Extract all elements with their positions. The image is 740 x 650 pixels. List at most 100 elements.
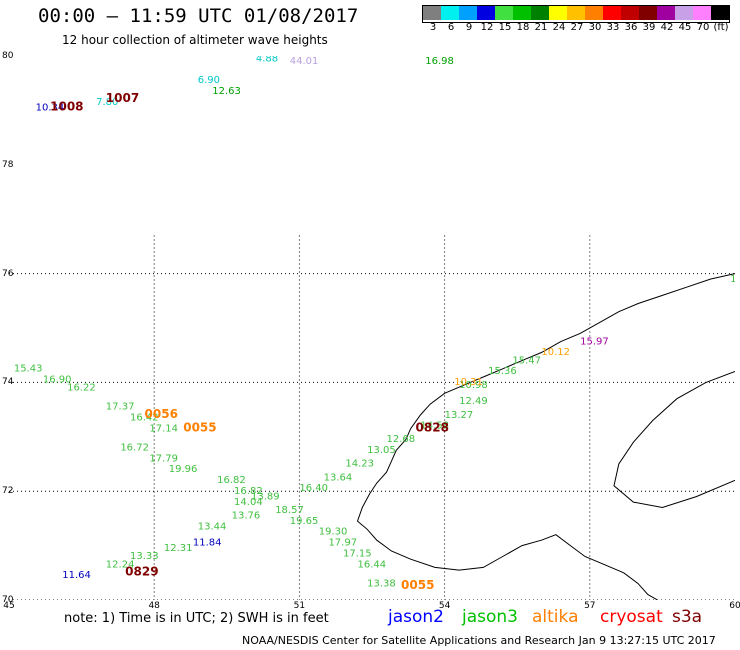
wave-height-label: 19.30 [319,527,348,538]
coastline [356,273,735,600]
pass-time-label: 0055 [183,420,216,434]
wave-height-label: 4.88 [256,56,278,64]
wave-height-label: 16.40 [299,483,328,494]
longitude-label: 51 [293,601,306,611]
latitude-label: 72 [2,486,14,497]
wave-height-labels: 10.34 11.64 11.84 12.63 16.98 17.79 7.80 6.90 4.… [14,56,735,592]
pass-time-label: 0829 [125,565,158,579]
wave-height-label: 16.98 [425,56,454,67]
wave-height-label: 16.90 [43,374,72,385]
legend-swatch [549,6,567,20]
legend-swatch [675,6,693,20]
pass-time-label: 0055 [401,578,434,592]
wave-height-label: 18.57 [275,505,304,516]
wave-height-label: 14.23 [345,459,374,470]
wave-height-label: 19.96 [169,464,198,475]
mission-label-cryosat: cryosat [600,607,663,627]
mission-label-altika: altika [532,607,579,627]
latitude-label: 70 [2,595,14,605]
legend-swatch [513,6,531,20]
wave-height-label: 17.15 [343,548,372,559]
wave-height-label: 17.97 [328,538,357,549]
wave-height-label: 6.90 [198,75,220,86]
wave-height-label: 14.58 [420,421,449,432]
longitude-label: 45 [3,601,15,611]
wave-height-label: 12.49 [459,396,488,407]
legend-label: 30 [588,22,602,33]
legend-swatch [477,6,495,20]
wave-height-label: 16.82 [234,486,263,497]
legend-label: 70 [696,22,710,33]
wave-height-label: 10.34 [36,102,65,113]
pass-time-label: 0828 [416,420,449,434]
wave-height-label: 10.12 [541,347,570,358]
wave-height-label: 12.31 [164,543,193,554]
legend-label: 15 [498,22,512,33]
eastern-coastline [613,371,735,509]
page-title: 00:00 – 11:59 UTC 01/08/2017 [38,5,359,27]
wave-height-label: 13.27 [445,410,474,421]
legend-swatch [459,6,477,20]
latitude-label: 80 [2,51,14,61]
legend-label: 3 [429,22,437,33]
legend-swatch [441,6,459,20]
wave-height-label: 44.01 [290,56,319,67]
wave-height-label: 13 [730,274,735,285]
legend-label: 9 [465,22,473,33]
latitude-label: 74 [2,377,14,388]
wave-height-label: 13.76 [232,510,261,521]
note-text: note: 1) Time is in UTC; 2) SWH is in fe… [64,611,329,626]
page-subtitle: 12 hour collection of altimeter wave hei… [62,33,328,47]
longitude-label: 60 [729,601,740,611]
legend-label: 18 [516,22,530,33]
wave-height-label: 19.65 [290,516,319,527]
longitude-label: 48 [148,601,160,611]
wave-height-label: 17.14 [149,423,178,434]
wave-height-label: 13.33 [130,551,159,562]
mission-label-s3a: s3a [672,607,703,627]
wave-height-label: 10.31 [454,377,483,388]
legend-label: 6 [447,22,455,33]
wave-height-label: 16.42 [130,412,159,423]
wave-height-label: 14.04 [234,497,263,508]
legend-swatch [531,6,549,20]
legend-swatch [567,6,585,20]
wave-height-label: 12.68 [387,434,416,445]
legend-label: (ft) [713,22,729,33]
legend-label: 24 [552,22,566,33]
wave-height-label: 12.63 [212,86,241,97]
footer-credit: NOAA/NESDIS Center for Satellite Applica… [242,634,716,647]
legend-swatch [423,6,441,20]
latitude-label: 78 [2,159,14,170]
wave-height-label: 16.44 [357,559,386,570]
pass-time-label: 0056 [145,407,178,421]
wave-height-label: 15.43 [14,364,43,375]
legend-swatch [693,6,711,20]
lat-lon-grid [9,235,735,600]
legend-swatch [495,6,513,20]
legend-label: 27 [570,22,584,33]
legend-label: 21 [534,22,548,33]
pass-time-label: 1007 [106,91,139,105]
novaya-zemlya-coastline [356,273,735,600]
legend-swatch [657,6,675,20]
wave-height-label: 13.44 [198,521,227,532]
latitude-label: 76 [2,268,14,279]
legend-label: 42 [660,22,674,33]
wave-height-label: 17.79 [149,453,178,464]
wave-height-label: 16.22 [67,383,96,394]
wave-height-label: 7.80 [96,97,118,108]
wave-height-label: 15.47 [512,355,541,366]
wave-height-label: 11.64 [62,570,91,581]
wave-height-label: 12.24 [106,559,135,570]
legend-label: 33 [606,22,620,33]
wave-height-label: 13.38 [367,578,396,589]
wave-height-color-legend [422,5,730,23]
wave-height-label: 13.05 [367,445,396,456]
legend-label: 45 [678,22,692,33]
longitude-label: 57 [584,601,596,611]
wave-height-label: 13.64 [324,472,353,483]
legend-label: 39 [642,22,656,33]
wave-height-label: 11.84 [193,538,222,549]
